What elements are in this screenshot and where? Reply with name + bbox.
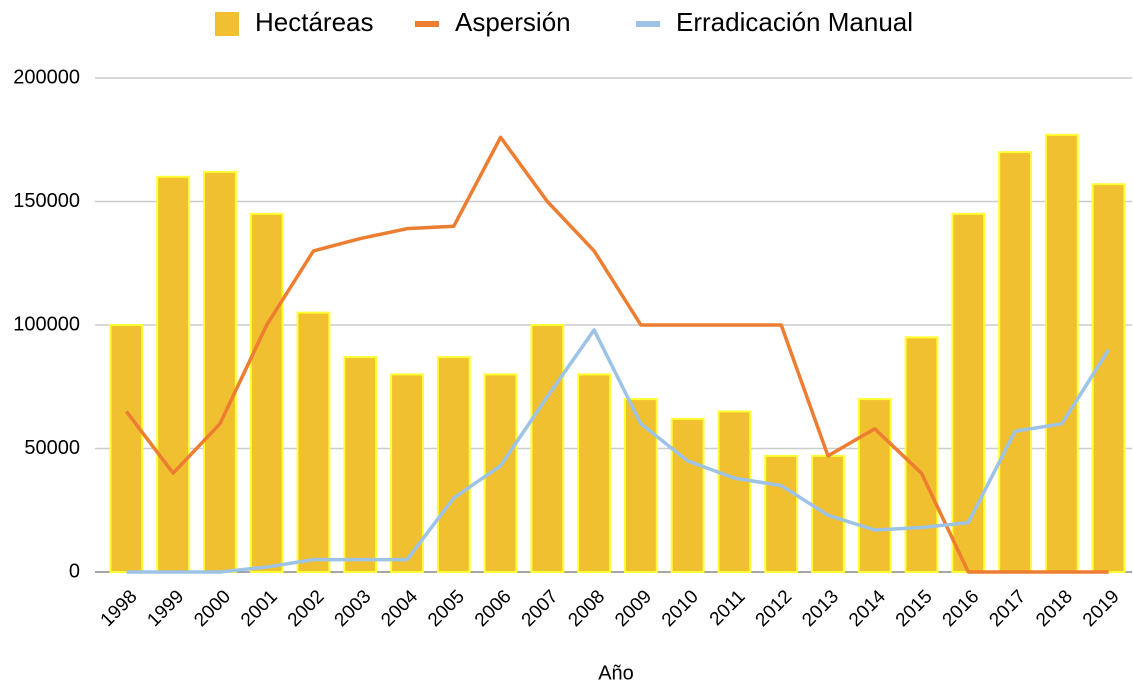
legend-label: Erradicación Manual bbox=[676, 7, 913, 37]
x-tick-label: 2003 bbox=[331, 586, 376, 631]
x-tick-label: 2005 bbox=[424, 586, 469, 631]
y-tick-label: 0 bbox=[69, 560, 80, 582]
x-tick-label: 2013 bbox=[798, 586, 843, 631]
x-tick-label: 2012 bbox=[752, 586, 797, 631]
bar bbox=[1091, 183, 1126, 574]
x-tick-label: 1999 bbox=[143, 586, 188, 631]
x-tick-label: 2001 bbox=[237, 586, 282, 631]
x-tick-label: 2000 bbox=[190, 586, 235, 631]
y-tick-label: 200000 bbox=[13, 66, 80, 88]
x-tick-label: 2006 bbox=[471, 586, 516, 631]
x-tick-label: 1998 bbox=[97, 586, 142, 631]
bar bbox=[343, 356, 378, 573]
x-tick-label: 2004 bbox=[377, 586, 422, 631]
x-tick-label: 2007 bbox=[518, 586, 563, 631]
legend-swatch bbox=[215, 12, 239, 36]
bar bbox=[951, 212, 986, 573]
bar bbox=[904, 336, 939, 573]
bar bbox=[623, 398, 658, 573]
x-tick-label: 2009 bbox=[611, 586, 656, 631]
x-axis-label: Año bbox=[598, 662, 634, 684]
x-tick-label: 2010 bbox=[658, 586, 703, 631]
legend-label: Aspersión bbox=[455, 7, 571, 37]
bar bbox=[998, 151, 1032, 573]
bar bbox=[296, 311, 331, 573]
x-tick-label: 2016 bbox=[939, 586, 984, 631]
y-tick-label: 100000 bbox=[13, 313, 80, 335]
bar bbox=[390, 373, 424, 573]
bar bbox=[436, 356, 471, 573]
x-tick-label: 2018 bbox=[1032, 586, 1077, 631]
line bbox=[124, 135, 1109, 574]
bar bbox=[577, 373, 612, 573]
bar bbox=[249, 212, 284, 573]
y-tick-label: 50000 bbox=[24, 437, 80, 459]
bar bbox=[717, 410, 752, 574]
x-tick-label: 2014 bbox=[845, 586, 890, 631]
x-tick-label: 2011 bbox=[706, 586, 750, 630]
line bbox=[126, 328, 1111, 574]
bar bbox=[156, 175, 191, 574]
bar bbox=[203, 170, 237, 574]
bar bbox=[764, 454, 799, 573]
bar bbox=[109, 324, 144, 573]
bar bbox=[670, 417, 705, 573]
bar bbox=[857, 398, 892, 573]
y-tick-label: 150000 bbox=[13, 190, 80, 212]
bar bbox=[530, 324, 565, 573]
x-tick-label: 2015 bbox=[892, 586, 937, 631]
x-tick-label: 2008 bbox=[564, 586, 609, 631]
x-tick-label: 2019 bbox=[1079, 586, 1124, 631]
legend-label: Hectáreas bbox=[255, 7, 374, 37]
bar bbox=[1044, 133, 1079, 573]
x-tick-label: 2017 bbox=[985, 586, 1030, 631]
x-tick-label: 2002 bbox=[284, 586, 329, 631]
